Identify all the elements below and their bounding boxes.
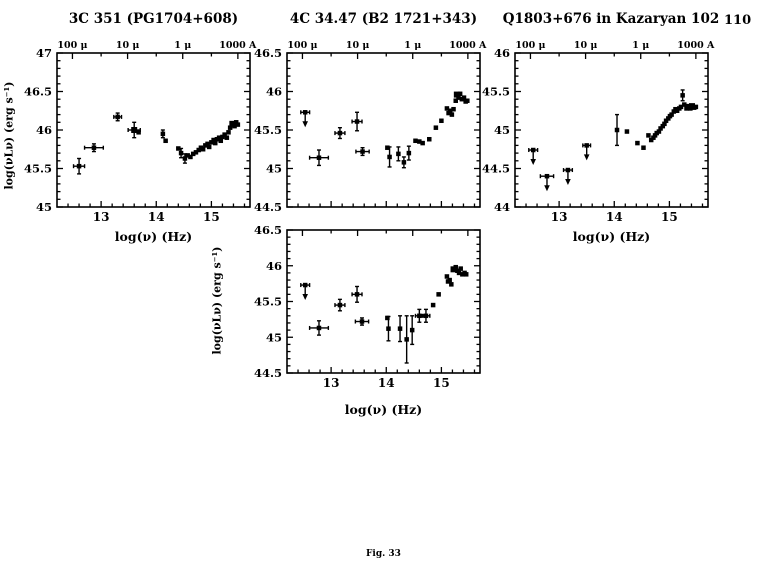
x-axis-label-bottom: log(ν) (Hz) (344, 402, 423, 417)
svg-text:45: 45 (266, 330, 282, 344)
svg-text:46: 46 (494, 46, 510, 60)
sed-plot-q1803: 13 14 15 44 44.5 45 45.5 46 100 μ 10 μ 1 μ 1000 A (482, 40, 715, 224)
svg-text:44.5: 44.5 (254, 366, 282, 380)
svg-text:14: 14 (378, 376, 395, 390)
svg-text:10 μ: 10 μ (346, 40, 370, 51)
svg-text:45.5: 45.5 (482, 85, 510, 99)
y-axis-label-top-row: log(νLν) (erg s⁻¹) (2, 81, 16, 190)
svg-text:1 μ: 1 μ (174, 40, 191, 51)
panel-title-4c3447: 4C 34.47 (B2 1721+343) (289, 11, 478, 27)
svg-text:45: 45 (494, 123, 510, 137)
sed-plot-3c351: 13 14 15 45 45.5 46 46.5 47 100 μ 10 μ 1 μ 1000 A (24, 40, 257, 224)
y-axis-label-bottom: log(νLν) (erg s⁻¹) (210, 246, 224, 355)
page-number: 110 (724, 13, 752, 28)
svg-text:14: 14 (148, 210, 165, 224)
figure-caption: Fig. 33 (366, 549, 401, 559)
panel-title-q1803: Q1803+676 in Kazaryan 102 (502, 11, 720, 27)
sed-plot-bottom: 13 14 15 44.5 45 45.5 46 46.5 (254, 223, 481, 390)
svg-text:13: 13 (323, 376, 340, 390)
svg-text:100 μ: 100 μ (57, 40, 87, 51)
panel-title-3c351: 3C 351 (PG1704+608) (68, 11, 239, 27)
svg-text:45: 45 (36, 200, 52, 214)
svg-text:14: 14 (606, 210, 623, 224)
svg-text:46: 46 (266, 259, 282, 273)
svg-text:45.5: 45.5 (254, 295, 282, 309)
svg-text:100 μ: 100 μ (287, 40, 317, 51)
svg-text:47: 47 (36, 46, 52, 60)
svg-text:10 μ: 10 μ (116, 40, 140, 51)
svg-text:1000 A: 1000 A (677, 40, 715, 51)
svg-text:46: 46 (36, 123, 52, 137)
svg-text:1 μ: 1 μ (632, 40, 649, 51)
svg-text:13: 13 (551, 210, 568, 224)
sed-plot-4c3447: 44.5 45 45.5 46 46.5 100 μ 10 μ 1 μ 1000 A (254, 40, 487, 214)
svg-text:1000 A: 1000 A (219, 40, 257, 51)
svg-text:1 μ: 1 μ (404, 40, 421, 51)
svg-text:1000 A: 1000 A (449, 40, 487, 51)
x-axis-label-q1803: log(ν) (Hz) (572, 229, 651, 244)
svg-text:46: 46 (266, 85, 282, 99)
svg-text:10 μ: 10 μ (574, 40, 598, 51)
svg-text:45.5: 45.5 (24, 162, 52, 176)
svg-text:46.5: 46.5 (254, 223, 282, 237)
svg-text:45: 45 (266, 162, 282, 176)
x-axis-label-3c351: log(ν) (Hz) (114, 229, 193, 244)
svg-text:15: 15 (203, 210, 220, 224)
svg-text:46.5: 46.5 (254, 46, 282, 60)
svg-text:100 μ: 100 μ (515, 40, 545, 51)
svg-text:45.5: 45.5 (254, 123, 282, 137)
svg-text:44.5: 44.5 (254, 200, 282, 214)
svg-text:15: 15 (433, 376, 450, 390)
svg-text:44: 44 (494, 200, 510, 214)
svg-text:44.5: 44.5 (482, 162, 510, 176)
svg-text:15: 15 (661, 210, 678, 224)
svg-text:13: 13 (93, 210, 110, 224)
svg-text:46.5: 46.5 (24, 85, 52, 99)
